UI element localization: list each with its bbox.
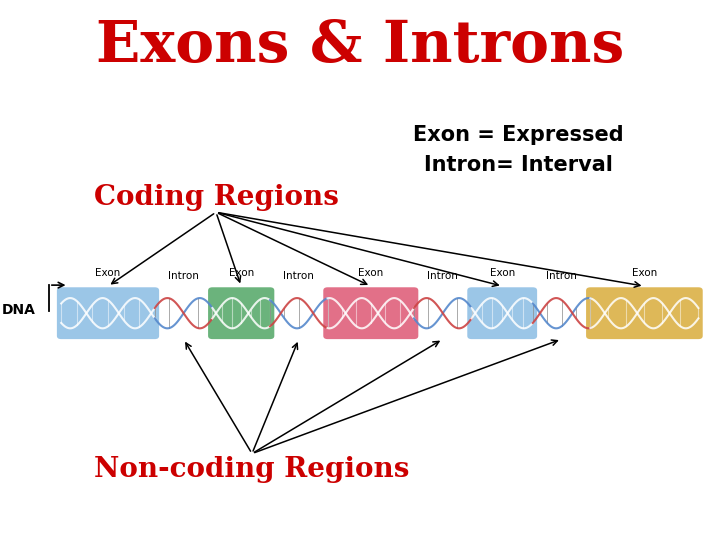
Text: DNA: DNA bbox=[2, 303, 36, 318]
Text: Intron: Intron bbox=[284, 271, 314, 281]
Text: Exon: Exon bbox=[490, 268, 516, 278]
FancyBboxPatch shape bbox=[208, 287, 274, 339]
Text: Intron= Interval: Intron= Interval bbox=[424, 154, 613, 175]
Text: Non-coding Regions: Non-coding Regions bbox=[94, 456, 410, 483]
Text: Exon: Exon bbox=[95, 268, 121, 278]
Text: Exon = Expressed: Exon = Expressed bbox=[413, 125, 624, 145]
FancyBboxPatch shape bbox=[467, 287, 537, 339]
Text: Exon: Exon bbox=[228, 268, 254, 278]
Text: Exon: Exon bbox=[358, 268, 384, 278]
Text: Intron: Intron bbox=[428, 271, 458, 281]
Text: Intron: Intron bbox=[546, 271, 577, 281]
FancyBboxPatch shape bbox=[586, 287, 703, 339]
Text: Exons & Introns: Exons & Introns bbox=[96, 18, 624, 74]
Text: Exon: Exon bbox=[631, 268, 657, 278]
Text: Intron: Intron bbox=[168, 271, 199, 281]
Text: Coding Regions: Coding Regions bbox=[94, 184, 338, 211]
FancyBboxPatch shape bbox=[323, 287, 418, 339]
FancyBboxPatch shape bbox=[57, 287, 159, 339]
